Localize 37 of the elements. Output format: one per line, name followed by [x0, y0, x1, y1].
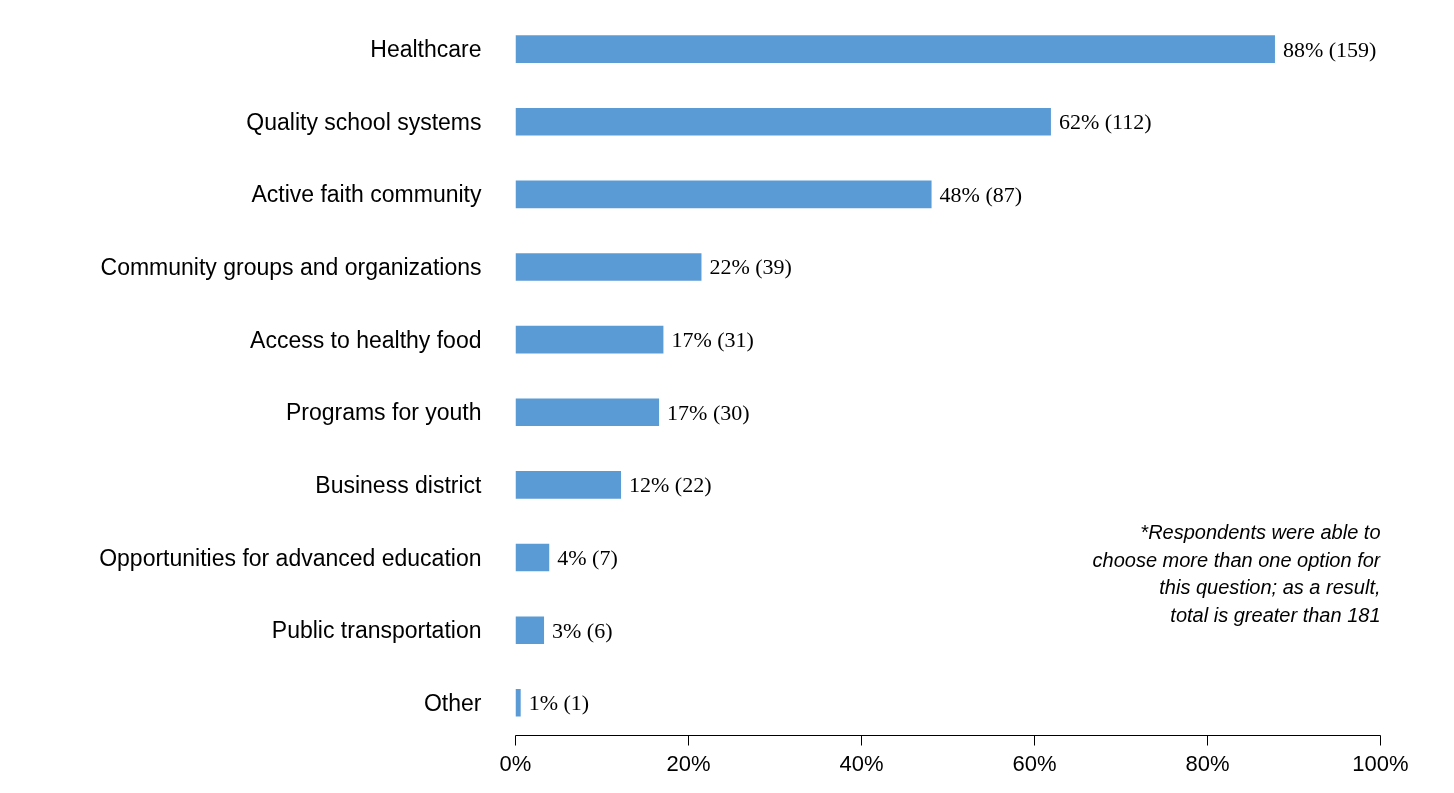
x-tick-label: 80% — [1185, 750, 1230, 776]
data-label: 12% (22) — [629, 472, 712, 498]
data-label: 3% (6) — [552, 617, 613, 643]
bar — [515, 35, 1275, 63]
x-tick-label: 60% — [1012, 750, 1057, 776]
bar — [515, 616, 545, 644]
y-tick-label: Programs for youth — [285, 399, 482, 426]
data-label: 88% (159) — [1282, 36, 1377, 62]
data-label: 17% (31) — [671, 327, 754, 353]
bar — [515, 107, 1051, 136]
data-label: 22% (39) — [709, 254, 792, 280]
annotation: *Respondents were able to choose more than one option for this question; as a result, total is greater than 181 — [1092, 521, 1382, 626]
bar — [515, 471, 622, 499]
x-tick-label: 40% — [839, 750, 884, 776]
bar — [515, 180, 932, 209]
y-tick-label: Business district — [315, 471, 483, 498]
y-tick-label: Healthcare — [370, 36, 482, 63]
data-label: 4% (7) — [557, 545, 618, 571]
y-tick-label: Access to healthy food — [250, 326, 482, 353]
y-tick-label: Active faith community — [251, 181, 482, 208]
x-tick-label: 100% — [1352, 750, 1409, 776]
data-label: 62% (112) — [1058, 109, 1152, 135]
bar — [515, 543, 550, 572]
x-tick-label: 20% — [666, 750, 711, 776]
y-tick-label: Quality school systems — [246, 108, 482, 135]
data-label: 17% (30) — [667, 399, 750, 425]
y-tick-label: Community groups and organizations — [100, 253, 482, 280]
bar — [515, 325, 664, 354]
y-tick-label: Opportunities for advanced education — [99, 544, 482, 571]
bar — [515, 398, 660, 427]
x-tick-label: 0% — [499, 750, 532, 776]
y-tick-label: Other — [423, 689, 482, 716]
bar — [515, 253, 702, 281]
y-tick-label: Public transportation — [271, 617, 482, 644]
data-label: 48% (87) — [939, 181, 1023, 207]
bar — [515, 689, 521, 717]
data-label: 1% (1) — [528, 690, 590, 716]
